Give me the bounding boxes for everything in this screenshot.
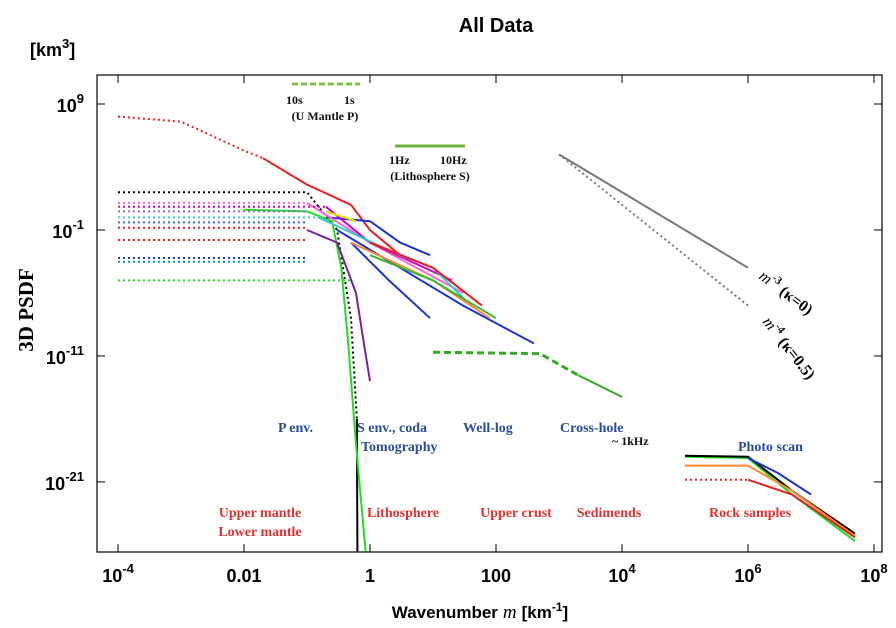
annotation: Upper crust (480, 506, 552, 521)
x-tick-label: 108 (860, 561, 887, 586)
series-line (350, 241, 431, 319)
annotation: Tomography (361, 440, 438, 455)
x-tick-label: 106 (734, 561, 761, 586)
x-label-exp: -1 (552, 600, 563, 614)
series-line (117, 115, 264, 160)
ref-note: (κ=0) (776, 283, 816, 319)
annotation: 1s (344, 93, 355, 107)
reference-label: m-3(κ=0) (756, 265, 818, 319)
series-line (118, 191, 358, 420)
reference-label: m-4(κ=0.5) (759, 312, 821, 383)
x-label-close: ] (563, 603, 569, 622)
annotation: 1Hz (389, 153, 410, 167)
series-line (262, 157, 401, 256)
ref-note: (κ=0.5) (775, 334, 818, 383)
annotation: ~ 1kHz (612, 434, 649, 448)
series-line (369, 254, 497, 320)
x-label-unit: [km (522, 603, 552, 622)
y-tick-label: 109 (57, 91, 84, 116)
x-tick-label: 100 (481, 566, 511, 586)
x-axis-label: Wavenumber m [km-1] (392, 600, 568, 623)
y-tick-label: 10-11 (46, 343, 84, 368)
tick-base: 10 (860, 566, 880, 586)
tick-exp: -11 (66, 343, 84, 358)
annotation: Cross-hole (560, 421, 624, 436)
tick-base: 10 (52, 222, 72, 242)
annotation: Lower mantle (218, 525, 301, 540)
series-line (336, 229, 535, 345)
series-line (684, 454, 856, 535)
y-unit-exp: 3 (62, 36, 69, 51)
series-line (306, 229, 371, 382)
y-tick-label: 10-1 (52, 217, 84, 242)
annotation: 10s (286, 93, 303, 107)
series-line (747, 478, 856, 539)
tick-exp: 6 (754, 561, 761, 576)
annotation: Sedimends (577, 506, 642, 521)
tick-base: 10 (57, 96, 77, 116)
series-line (558, 153, 749, 269)
tick-exp: 9 (77, 91, 84, 106)
tick-exp: 8 (880, 561, 887, 576)
x-tick-label: 10-4 (102, 561, 134, 586)
series-line (747, 457, 812, 496)
tick-base: 10 (102, 566, 122, 586)
series-line (684, 455, 856, 542)
series-line (325, 210, 357, 223)
annotation: Upper mantle (219, 506, 302, 521)
series-line (369, 241, 483, 307)
series-line (243, 208, 367, 552)
tick-exp: 4 (628, 561, 636, 576)
series-line (577, 374, 623, 398)
annotation: (Lithosphere S) (390, 169, 469, 183)
tick-base: 10 (608, 566, 628, 586)
annotation: Photo scan (738, 440, 803, 455)
x-tick-label: 0.01 (226, 566, 261, 586)
y-unit-close: ] (69, 40, 75, 60)
y-unit: [km3] (30, 36, 75, 60)
tick-exp: -4 (122, 561, 134, 576)
x-label-var: m (503, 602, 517, 623)
y-tick-label: 10-21 (45, 469, 84, 494)
annotation: 10Hz (440, 153, 467, 167)
tick-base: 10 (46, 348, 66, 368)
x-label-text: Wavenumber (392, 603, 499, 622)
annotation: S env., coda (357, 421, 427, 436)
annotation: Rock samples (709, 506, 792, 521)
chart-title: All Data (459, 15, 534, 37)
annotation: P env. (278, 421, 313, 436)
tick-exp: -21 (65, 469, 84, 484)
tick-base: 10 (45, 474, 65, 494)
x-tick-label: 1 (365, 566, 375, 586)
y-axis-label: 3D PSDF (14, 268, 38, 351)
tick-exp: -1 (72, 217, 84, 232)
annotation: (U Mantle P) (292, 109, 359, 123)
y-unit-text: [km (30, 40, 62, 60)
series-line (355, 418, 359, 552)
series-line (558, 153, 749, 307)
annotation: Well-log (463, 421, 513, 436)
series-line (432, 350, 579, 377)
x-tick-label: 104 (608, 561, 636, 586)
plot-frame (96, 74, 883, 553)
tick-base: 10 (734, 566, 754, 586)
series-line (685, 464, 856, 537)
annotation: Lithosphere (367, 506, 439, 521)
